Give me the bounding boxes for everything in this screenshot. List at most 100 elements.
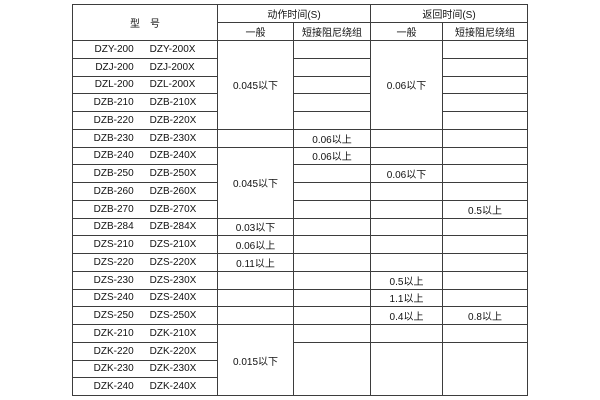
action-general-cell — [217, 306, 294, 325]
model-name-a: DZS-250 — [93, 310, 134, 322]
action-damping-cell: 0.06以上 — [293, 146, 371, 166]
model-cell: DZB-230 DZB-230X — [72, 128, 218, 148]
return-general-cell — [370, 341, 443, 397]
table-row: DZB-260 DZB-260X — [72, 182, 528, 201]
model-name-b: DZB-240X — [149, 150, 197, 162]
action-damping-cell: 0.06以上 — [293, 128, 371, 148]
model-name-b: DZS-230X — [149, 274, 197, 286]
model-cell: DZJ-200 DZJ-200X — [72, 57, 218, 77]
return-general-cell — [370, 199, 443, 219]
table-row: DZS-240 DZS-240X 1.1以上 — [72, 288, 528, 308]
return-damping-cell — [442, 164, 528, 183]
table-row: DZL-200 DZL-200X — [72, 75, 528, 95]
model-name-b: DZB-250X — [149, 168, 197, 180]
return-damping-cell — [442, 324, 528, 343]
table-row: DZB-240 DZB-240X 0.045以下 0.06以上 — [72, 146, 528, 219]
model-cell: DZS-210 DZS-210X — [72, 235, 218, 254]
table-row: DZK-230 DZK-230X — [72, 359, 528, 379]
return-general-cell: 1.1以上 — [370, 288, 443, 308]
model-name-a: DZK-240 — [93, 381, 134, 393]
action-damping-cell — [293, 324, 371, 343]
model-cell: DZB-260 DZB-260X — [72, 182, 218, 201]
model-cell: DZS-220 DZS-220X — [72, 253, 218, 272]
return-damping-cell — [442, 288, 528, 308]
action-general-cell — [217, 270, 294, 290]
model-name-b: DZS-220X — [149, 256, 197, 268]
action-damping-cell — [293, 306, 371, 325]
table-row: DZY-200 DZY-200X 0.045以下 0.06以下 — [72, 40, 528, 130]
return-general-cell — [370, 235, 443, 254]
model-name-b: DZB-260X — [149, 185, 197, 197]
return-damping-cell — [442, 253, 528, 272]
table-row: DZK-240 DZK-240X — [72, 377, 528, 396]
model-name-b: DZS-240X — [149, 292, 197, 304]
header-row-sub: 一般 短接阻尼绕组 一般 短接阻尼绕组 — [73, 22, 528, 41]
model-name-a: DZS-240 — [93, 292, 134, 304]
return-damping-cell: 0.5以上 — [442, 199, 528, 219]
model-name-a: DZB-284 — [93, 221, 134, 233]
model-name-a: DZB-220 — [93, 114, 134, 126]
relay-spec-table: 型 号 动作时间(S) 返回时间(S) 一般 短接阻尼绕组 一般 短接阻尼绕组 … — [72, 4, 528, 397]
action-damping-cell — [293, 182, 371, 201]
model-name-b: DZB-210X — [149, 97, 197, 109]
action-damping-cell — [293, 199, 371, 219]
table-row: DZB-230 DZB-230X 0.06以上 — [72, 128, 528, 148]
return-damping-cell — [442, 75, 528, 95]
table-row: DZB-270 DZB-270X 0.5以上 — [72, 199, 528, 219]
model-name-a: DZJ-200 — [95, 61, 134, 73]
action-damping-cell — [293, 93, 371, 112]
return-general-cell — [370, 128, 443, 148]
model-cell: DZK-240 DZK-240X — [72, 377, 218, 396]
return-damping-cell — [442, 57, 528, 77]
model-cell: DZB-240 DZB-240X — [72, 146, 218, 166]
model-cell: DZK-220 DZK-220X — [72, 341, 218, 361]
model-name-a: DZS-220 — [93, 256, 134, 268]
model-name-b: DZB-220X — [149, 114, 197, 126]
return-damping-cell — [442, 270, 528, 290]
action-general-cell — [217, 128, 294, 148]
table-row: DZK-210 DZK-210X 0.015以下 — [72, 324, 528, 396]
action-general-cell — [217, 288, 294, 308]
header-return-damping: 短接阻尼绕组 — [442, 22, 528, 41]
model-name-a: DZY-200 — [94, 43, 134, 55]
action-damping-cell — [293, 57, 371, 77]
model-name-b: DZB-284X — [149, 221, 197, 233]
header-row-top: 型 号 动作时间(S) 返回时间(S) — [72, 4, 528, 41]
return-general-cell — [370, 217, 443, 237]
model-name-a: DZS-230 — [93, 274, 134, 286]
model-name-a: DZB-210 — [93, 97, 134, 109]
model-name-a: DZB-270 — [93, 203, 134, 215]
return-general-cell — [370, 146, 443, 166]
return-general-cell — [370, 253, 443, 272]
model-name-b: DZY-200X — [149, 43, 196, 55]
header-action-damping: 短接阻尼绕组 — [293, 22, 371, 41]
header-action-general: 一般 — [217, 22, 294, 41]
model-cell: DZB-220 DZB-220X — [72, 111, 218, 130]
model-name-b: DZS-210X — [149, 239, 197, 251]
return-damping-cell — [442, 146, 528, 166]
return-damping-cell — [442, 235, 528, 254]
action-general-cell: 0.045以下 — [217, 40, 294, 130]
table-row: DZS-250 DZS-250X 0.4以上 0.8以上 — [72, 306, 528, 325]
header-return-time: 返回时间(S) — [370, 4, 528, 23]
return-damping-cell — [442, 128, 528, 148]
table-row: DZB-210 DZB-210X — [72, 93, 528, 112]
model-name-a: DZB-250 — [93, 168, 134, 180]
model-name-a: DZB-260 — [93, 185, 134, 197]
return-damping-cell — [442, 93, 528, 112]
model-name-a: DZK-230 — [93, 363, 134, 375]
return-damping-cell — [442, 341, 528, 397]
model-name-b: DZK-230X — [149, 363, 197, 375]
model-name-b: DZK-220X — [149, 345, 197, 357]
table-row: DZB-220 DZB-220X — [72, 111, 528, 130]
model-name-a: DZK-220 — [93, 345, 134, 357]
model-name-b: DZK-210X — [149, 327, 197, 339]
model-name-b: DZS-250X — [149, 310, 197, 322]
action-general-cell: 0.045以下 — [217, 146, 294, 219]
model-name-a: DZB-230 — [93, 132, 134, 144]
table-header: 型 号 动作时间(S) 返回时间(S) 一般 短接阻尼绕组 一般 短接阻尼绕组 — [72, 4, 528, 41]
table-row: DZS-210 DZS-210X 0.06以上 — [72, 235, 528, 254]
table-row: DZS-230 DZS-230X 0.5以上 — [72, 270, 528, 290]
table-body: DZY-200 DZY-200X 0.045以下 0.06以下 DZJ-200 DZ… — [72, 40, 528, 397]
action-damping-cell — [293, 40, 371, 59]
